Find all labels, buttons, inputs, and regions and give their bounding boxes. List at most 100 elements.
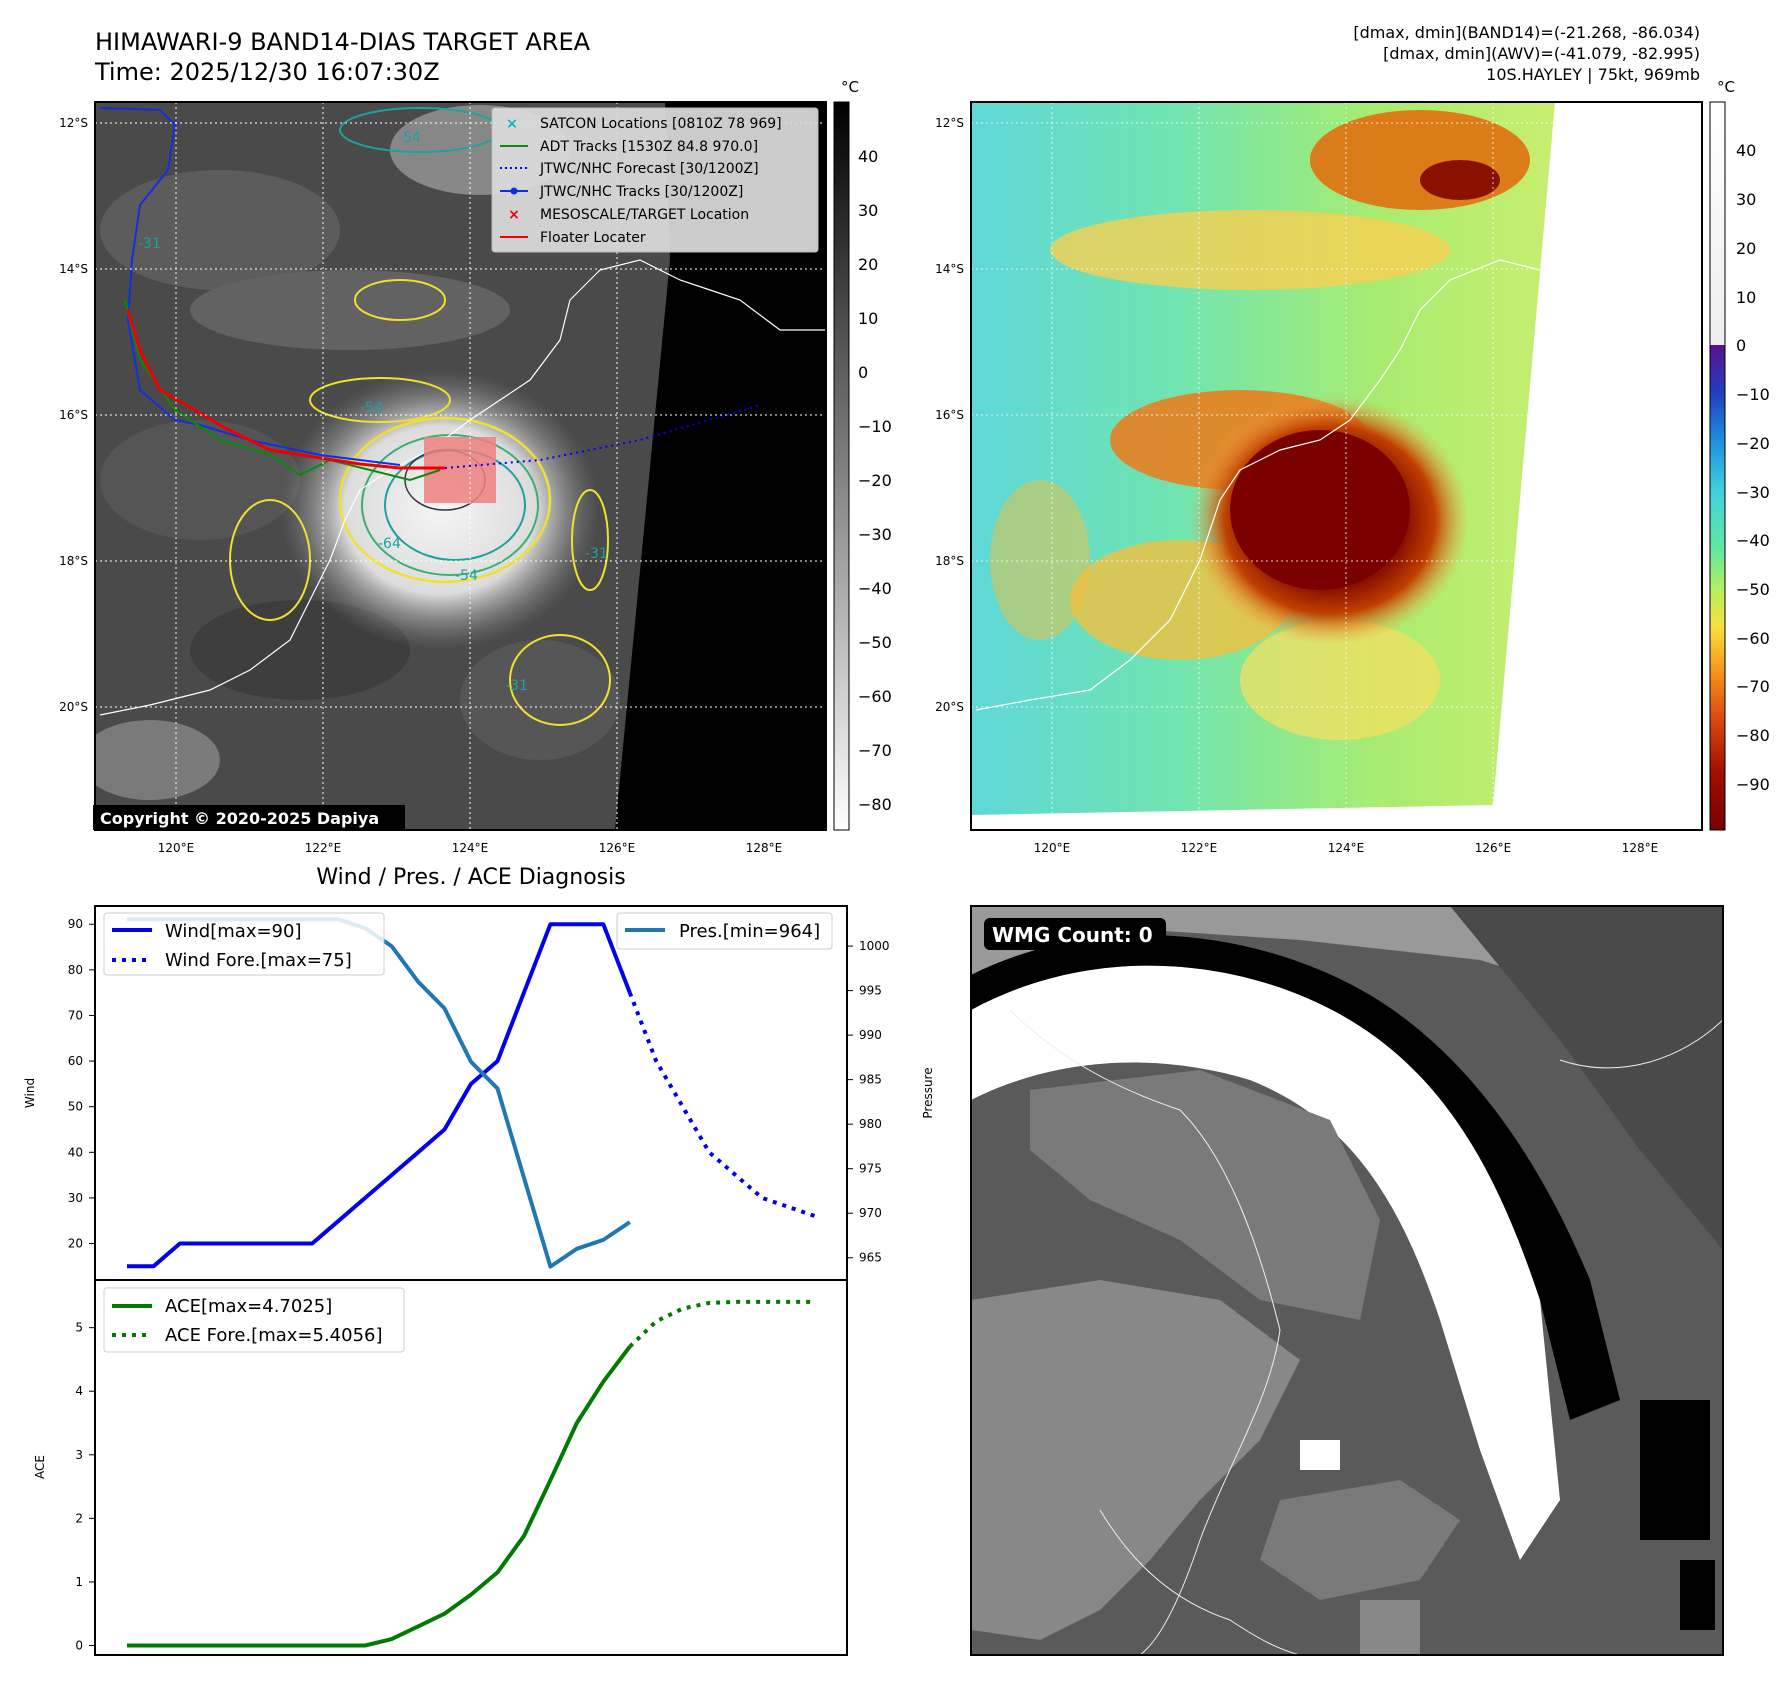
wind-legend: Wind[max=90] Wind Fore.[max=75] (103, 912, 385, 976)
lon-label: 120°E (158, 841, 195, 855)
lat-label: 16°S (935, 408, 964, 422)
colorbar-tick: 20 (1736, 239, 1756, 258)
legend-item-satcon: × SATCON Locations [0810Z 78 969] (506, 116, 781, 132)
wmg-count-label: WMG Count: 0 (992, 923, 1153, 947)
colorbar-unit: °C (1717, 78, 1735, 96)
legend-label: Wind Fore.[max=75] (165, 950, 352, 971)
pressure-tick-label: 1000 (859, 939, 890, 953)
lon-label: 122°E (1181, 841, 1218, 855)
pressure-tick-label: 985 (859, 1073, 882, 1087)
colorbar-tick: 0 (858, 363, 868, 382)
ace-tick-label: 1 (75, 1575, 83, 1589)
colorbar-tick: −70 (1736, 677, 1770, 696)
ace-tick-label: 3 (75, 1448, 83, 1462)
colorbar-tick: −10 (1736, 385, 1770, 404)
colorbar-tick: −40 (858, 579, 892, 598)
series-line-0 (127, 922, 632, 1269)
legend-label: JTWC/NHC Forecast [30/1200Z] (539, 161, 759, 177)
series-line-1 (627, 991, 816, 1218)
pressure-tick-label: 990 (859, 1028, 882, 1042)
ir-lat-labels: 12°S 14°S 16°S 18°S 20°S (59, 116, 88, 714)
lat-label: 20°S (59, 700, 88, 714)
contour-label: -31 (505, 678, 528, 694)
colorbar-tick: −60 (858, 687, 892, 706)
legend-label: ACE[max=4.7025] (165, 1296, 332, 1317)
colorbar-tick: 20 (858, 255, 878, 274)
legend-item-floater: Floater Locater (500, 230, 646, 246)
colorbar-tick: −10 (858, 417, 892, 436)
lon-label: 122°E (305, 841, 342, 855)
colorbar-tick: 0 (1736, 336, 1746, 355)
lat-label: 14°S (935, 262, 964, 276)
legend-item-forecast: JTWC/NHC Forecast [30/1200Z] (500, 161, 759, 177)
wmg-label-box (984, 918, 1166, 950)
colorbar-tick: −40 (1736, 531, 1770, 550)
legend-label: MESOSCALE/TARGET Location (540, 207, 749, 223)
legend-label: Wind[max=90] (165, 921, 302, 942)
wind-tick-label: 90 (68, 917, 83, 931)
colorbar-tick: −20 (1736, 434, 1770, 453)
legend-item-target: × MESOSCALE/TARGET Location (508, 207, 749, 223)
awv-lat-labels: 12°S 14°S 16°S 18°S 20°S (935, 116, 964, 714)
colorbar-unit: °C (841, 78, 859, 96)
legend-label: ACE Fore.[max=5.4056] (165, 1325, 383, 1346)
figure-title: HIMAWARI-9 BAND14-DIAS TARGET AREA (95, 28, 591, 56)
pressure-legend: Pres.[min=964] (616, 912, 833, 950)
contour-label: -54 (360, 400, 383, 416)
colorbar-tick: 10 (1736, 288, 1756, 307)
pressure-tick-label: 965 (859, 1251, 882, 1265)
legend-label: SATCON Locations [0810Z 78 969] (540, 116, 782, 132)
copyright-text: Copyright © 2020-2025 Dapiya (100, 809, 379, 828)
wind-axis-label: Wind (23, 1078, 37, 1108)
lon-label: 126°E (599, 841, 636, 855)
colorbar-tick: −70 (858, 741, 892, 760)
wind-tick-label: 30 (68, 1191, 83, 1205)
awv-lon-labels: 120°E 122°E 124°E 126°E 128°E (1034, 841, 1659, 855)
colorbar-tick: −50 (858, 633, 892, 652)
contour-label: -64 (378, 536, 401, 552)
colorbar-tick: 10 (858, 309, 878, 328)
ace-chart: 0 1 2 3 4 5 ACE ACE[max=4.7025] ACE Fore.[max… (33, 1279, 848, 1656)
colorbar-tick: −20 (858, 471, 892, 490)
lat-label: 18°S (935, 554, 964, 568)
lat-label: 12°S (935, 116, 964, 130)
ace-series-line-1 (628, 1299, 815, 1349)
pressure-axis-ticks: 965 970 975 980 985 990 995 1000 (847, 939, 890, 1265)
diagnosis-title: Wind / Pres. / ACE Diagnosis (316, 865, 625, 890)
legend-item-adt: ADT Tracks [1530Z 84.8 970.0] (500, 139, 758, 155)
colorbar-tick: 30 (858, 201, 878, 220)
pressure-tick-label: 995 (859, 984, 882, 998)
pressure-tick-label: 980 (859, 1117, 882, 1131)
wind-tick-label: 70 (68, 1008, 83, 1022)
lon-label: 126°E (1475, 841, 1512, 855)
lat-label: 12°S (59, 116, 88, 130)
ace-tick-label: 5 (75, 1321, 83, 1335)
svg-text:×: × (508, 207, 520, 223)
wind-tick-label: 60 (68, 1054, 83, 1068)
lon-label: 120°E (1034, 841, 1071, 855)
lon-label: 124°E (1328, 841, 1365, 855)
wind-axis-ticks: 20 30 40 50 60 70 80 90 (68, 917, 95, 1251)
wind-tick-label: 80 (68, 963, 83, 977)
copyright-box (93, 805, 405, 830)
lat-label: 16°S (59, 408, 88, 422)
awv-colorbar: °C 40 30 20 10 0 −10 −20 −30 −40 −50 −60… (1709, 78, 1770, 831)
colorbar-tick: −50 (1736, 580, 1770, 599)
colorbar-tick: −60 (1736, 629, 1770, 648)
ace-tick-label: 2 (75, 1511, 83, 1525)
contour-label: -31 (138, 236, 161, 252)
contour-label: -31 (585, 546, 608, 562)
colorbar-tick: −90 (1736, 775, 1770, 794)
colorbar-tick: −30 (858, 525, 892, 544)
legend-item-jtwc: JTWC/NHC Tracks [30/1200Z] (500, 184, 743, 200)
ace-axis-ticks: 0 1 2 3 4 5 (75, 1321, 95, 1652)
ir-colorbar: °C 40 30 20 10 0 −10 −20 −30 −40 −50 −60… (833, 78, 892, 831)
wmg-panel: WMG Count: 0 (970, 905, 1724, 1656)
ace-tick-label: 0 (75, 1638, 83, 1652)
lon-label: 128°E (1622, 841, 1659, 855)
colorbar-tick: −80 (1736, 726, 1770, 745)
legend-label: Pres.[min=964] (679, 921, 820, 942)
awv-map: 12°S 14°S 16°S 18°S 20°S 120°E 122°E 124… (935, 78, 1770, 855)
pressure-tick-label: 975 (859, 1162, 882, 1176)
